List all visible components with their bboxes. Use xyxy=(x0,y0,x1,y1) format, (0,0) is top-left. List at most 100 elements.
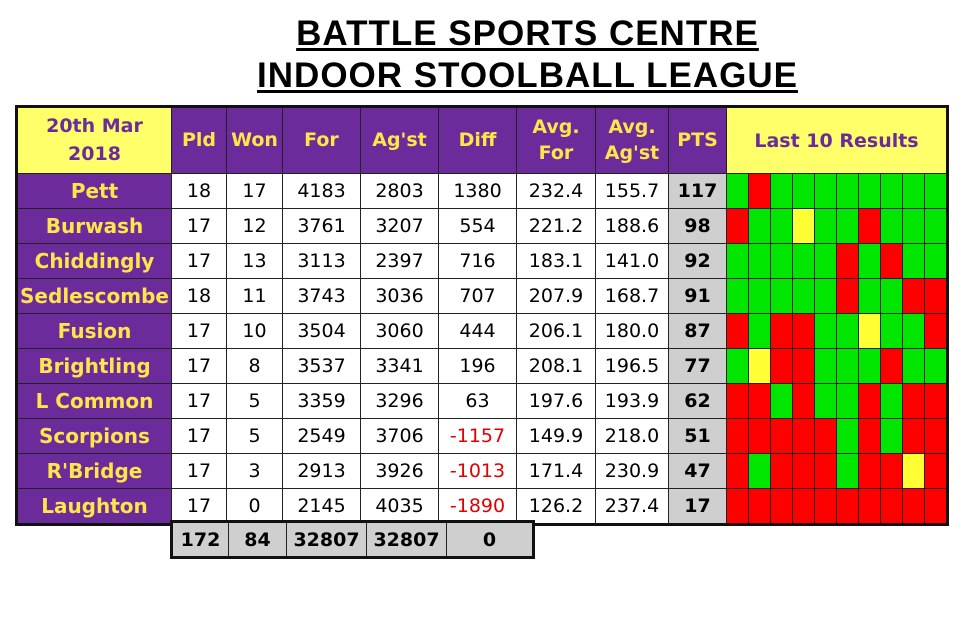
table-row: R'Bridge 17 3 2913 3926 -1013 171.4 230.9 47 xyxy=(16,453,948,489)
col-last-10-results: Last 10 Results xyxy=(726,106,948,174)
total-won: 84 xyxy=(228,521,287,558)
result-loss xyxy=(858,418,881,454)
diff-cell: 707 xyxy=(438,278,517,314)
result-loss xyxy=(880,488,903,525)
result-loss xyxy=(902,488,925,525)
date-line-1: 20th Mar xyxy=(46,114,143,137)
result-win xyxy=(814,383,837,419)
result-win xyxy=(836,383,859,419)
pts-cell: 47 xyxy=(668,453,727,489)
avg-agst-cell: 188.6 xyxy=(595,208,669,244)
result-draw xyxy=(748,348,771,384)
avg-for-cell: 206.1 xyxy=(516,313,596,349)
diff-cell: -1157 xyxy=(438,418,517,454)
result-loss xyxy=(748,383,771,419)
result-win xyxy=(858,173,881,209)
table-row: Pett 18 17 4183 2803 1380 232.4 155.7 117 xyxy=(16,173,948,209)
team-name: Brightling xyxy=(16,348,172,384)
avg-agst-cell: 168.7 xyxy=(595,278,669,314)
title-line-2: INDOOR STOOLBALL LEAGUE xyxy=(257,56,798,95)
avg-for-cell: 149.9 xyxy=(516,418,596,454)
result-win xyxy=(836,418,859,454)
won-cell: 10 xyxy=(226,313,283,349)
result-win xyxy=(770,243,793,279)
result-win xyxy=(814,313,837,349)
total-pld: 172 xyxy=(171,521,229,558)
avg-for-cell: 221.2 xyxy=(516,208,596,244)
result-win xyxy=(836,313,859,349)
result-win xyxy=(726,348,749,384)
result-loss xyxy=(924,488,948,525)
diff-cell: 196 xyxy=(438,348,517,384)
result-loss xyxy=(748,488,771,525)
avg-for-cell: 171.4 xyxy=(516,453,596,489)
result-loss xyxy=(792,313,815,349)
won-cell: 3 xyxy=(226,453,283,489)
won-cell: 13 xyxy=(226,243,283,279)
result-win xyxy=(902,243,925,279)
date-header: 20th Mar 2018 xyxy=(16,106,172,174)
result-win xyxy=(858,278,881,314)
agst-cell: 3706 xyxy=(360,418,439,454)
result-loss xyxy=(836,278,859,314)
diff-cell: 444 xyxy=(438,313,517,349)
result-loss xyxy=(902,418,925,454)
team-name: Chiddingly xyxy=(16,243,172,279)
result-win xyxy=(814,348,837,384)
avg-for-line-1: Avg. xyxy=(532,115,580,138)
result-loss xyxy=(836,243,859,279)
result-loss xyxy=(748,418,771,454)
table-row: L Common 17 5 3359 3296 63 197.6 193.9 62 xyxy=(16,383,948,419)
for-cell: 4183 xyxy=(282,173,361,209)
avg-agst-line-2: Ag'st xyxy=(604,141,660,164)
won-cell: 17 xyxy=(226,173,283,209)
team-name: Sedlescombe xyxy=(16,278,172,314)
result-win xyxy=(726,173,749,209)
table-row: Chiddingly 17 13 3113 2397 716 183.1 141.0 92 xyxy=(16,243,948,279)
result-win xyxy=(902,313,925,349)
col-avg-for: Avg. For xyxy=(516,106,596,174)
pld-cell: 17 xyxy=(171,383,227,419)
avg-agst-cell: 230.9 xyxy=(595,453,669,489)
pld-cell: 17 xyxy=(171,418,227,454)
won-cell: 11 xyxy=(226,278,283,314)
result-loss xyxy=(858,488,881,525)
result-win xyxy=(880,383,903,419)
won-cell: 5 xyxy=(226,383,283,419)
result-win xyxy=(858,243,881,279)
avg-agst-cell: 155.7 xyxy=(595,173,669,209)
for-cell: 3504 xyxy=(282,313,361,349)
team-name: Scorpions xyxy=(16,418,172,454)
result-loss xyxy=(880,453,903,489)
col-pts: PTS xyxy=(668,106,727,174)
col-pld: Pld xyxy=(171,106,227,174)
result-win xyxy=(836,348,859,384)
result-loss xyxy=(770,313,793,349)
result-loss xyxy=(924,453,948,489)
result-loss xyxy=(902,383,925,419)
result-win xyxy=(836,173,859,209)
table-row: Burwash 17 12 3761 3207 554 221.2 188.6 98 xyxy=(16,208,948,244)
result-loss xyxy=(858,453,881,489)
col-for: For xyxy=(282,106,361,174)
result-loss xyxy=(858,208,881,244)
result-loss xyxy=(924,313,948,349)
pld-cell: 18 xyxy=(171,173,227,209)
avg-for-cell: 208.1 xyxy=(516,348,596,384)
result-win xyxy=(748,313,771,349)
pld-cell: 17 xyxy=(171,313,227,349)
team-name: R'Bridge xyxy=(16,453,172,489)
result-win xyxy=(924,173,948,209)
result-win xyxy=(792,243,815,279)
won-cell: 12 xyxy=(226,208,283,244)
result-win xyxy=(858,348,881,384)
pts-cell: 98 xyxy=(668,208,727,244)
avg-agst-cell: 141.0 xyxy=(595,243,669,279)
pts-cell: 117 xyxy=(668,173,727,209)
total-agst: 32807 xyxy=(366,521,447,558)
avg-for-cell: 183.1 xyxy=(516,243,596,279)
agst-cell: 2803 xyxy=(360,173,439,209)
agst-cell: 3926 xyxy=(360,453,439,489)
pts-cell: 87 xyxy=(668,313,727,349)
result-win xyxy=(726,278,749,314)
